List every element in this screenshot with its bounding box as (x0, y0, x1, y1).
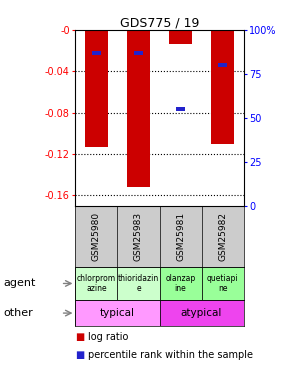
Text: agent: agent (3, 279, 35, 288)
Bar (160, 300, 244, 326)
Bar (117, 267, 160, 300)
Bar (75, 267, 117, 300)
Bar (85, 30, 108, 147)
Text: GSM25983: GSM25983 (134, 212, 143, 261)
Bar (202, 267, 244, 300)
Text: other: other (3, 308, 33, 318)
Bar (176, 107, 185, 111)
Text: log ratio: log ratio (88, 332, 129, 342)
Bar (127, 30, 150, 187)
Bar (211, 30, 234, 144)
Bar (134, 51, 143, 55)
Text: chlorprom
azine: chlorprom azine (77, 274, 116, 293)
Text: GSM25981: GSM25981 (176, 212, 185, 261)
Text: typical: typical (100, 308, 135, 318)
Text: ■: ■ (75, 332, 85, 342)
Text: GSM25980: GSM25980 (92, 212, 101, 261)
Text: GSM25982: GSM25982 (218, 212, 227, 261)
Bar (160, 267, 202, 300)
Text: percentile rank within the sample: percentile rank within the sample (88, 350, 253, 360)
Text: GDS775 / 19: GDS775 / 19 (120, 17, 199, 30)
Text: ■: ■ (75, 350, 85, 360)
Text: thioridazin
e: thioridazin e (118, 274, 159, 293)
Bar (75, 300, 160, 326)
Text: quetiapi
ne: quetiapi ne (207, 274, 238, 293)
Text: olanzap
ine: olanzap ine (165, 274, 196, 293)
Bar (169, 30, 192, 45)
Bar (218, 63, 227, 67)
Text: atypical: atypical (181, 308, 222, 318)
Bar (92, 51, 101, 55)
